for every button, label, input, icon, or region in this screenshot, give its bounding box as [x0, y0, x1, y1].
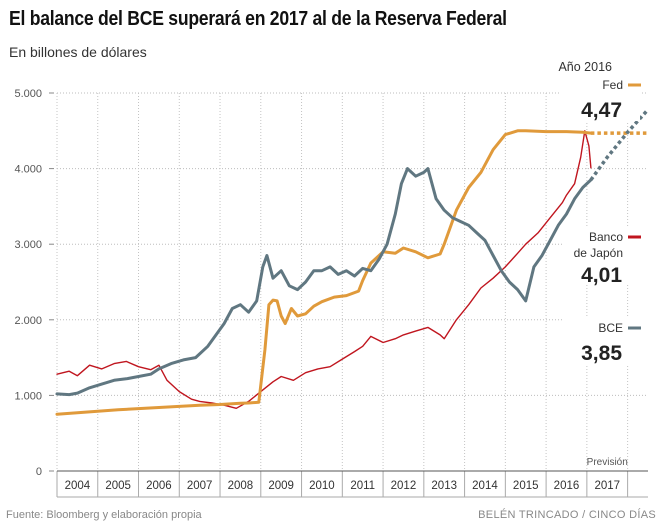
y-tick-label: 5.000: [14, 88, 42, 100]
source-note: Fuente: Bloomberg y elaboración propia: [6, 509, 202, 521]
fed-legend-label: Fed: [602, 78, 623, 92]
x-tick-label: 2007: [187, 480, 213, 492]
series-layer: [55, 108, 650, 416]
legend-header: Año 2016: [558, 60, 612, 74]
x-tick-label: 2013: [431, 480, 457, 492]
bce-forecast-line: [589, 108, 650, 181]
x-tick-label: 2012: [391, 480, 417, 492]
y-tick-label: 4.000: [14, 164, 42, 176]
chart-subtitle: En billones de dólares: [9, 44, 147, 60]
y-tick-label: 0: [36, 466, 42, 478]
grid-layer: [56, 92, 648, 471]
y-tick-label: 1.000: [14, 390, 42, 402]
x-tick-label: 2005: [105, 480, 131, 492]
x-tick-label: 2006: [146, 480, 172, 492]
x-tick-label: 2004: [65, 480, 91, 492]
fed-series-line: [55, 129, 593, 416]
y-axis: 0 1.000 2.000 3.000 4.000 5.000: [14, 88, 54, 478]
legend-layer: Año 2016 Fed 4,47 Banco de Japón 4,01 BCE 3,85: [558, 60, 646, 365]
fed-legend-value: 4,47: [581, 99, 622, 122]
x-tick-label: 2014: [472, 480, 498, 492]
forecast-label: Previsión: [587, 457, 628, 468]
x-tick-label: 2011: [350, 480, 375, 492]
bce-series-line: [55, 167, 593, 397]
x-tick-label: 2015: [513, 480, 539, 492]
x-tick-label: 2010: [309, 480, 335, 492]
boj-legend-label: de Japón: [574, 246, 623, 260]
bce-legend-value: 3,85: [581, 342, 622, 365]
x-tick-label: 2008: [228, 480, 254, 492]
boj-series-line: [56, 130, 592, 409]
boj-legend-label: Banco: [589, 230, 623, 244]
bce-legend-bg: [562, 316, 646, 364]
chart-title: El balance del BCE superará en 2017 al d…: [9, 8, 507, 30]
y-tick-label: 3.000: [14, 239, 42, 251]
x-axis: 2004 2005 2006 2007 2008 2009 2010 2011 2012 2013…: [56, 457, 648, 498]
fed-legend-bg: [560, 77, 640, 121]
y-tick-label: 2.000: [14, 315, 42, 327]
x-tick-label: 2009: [268, 480, 294, 492]
x-tick-label: 2016: [554, 480, 580, 492]
x-tick-label: 2017: [594, 480, 620, 492]
credit-note: BELÉN TRINCADO / CINCO DÍAS: [478, 509, 656, 521]
bce-legend-label: BCE: [598, 321, 623, 335]
boj-legend-value: 4,01: [581, 264, 622, 287]
